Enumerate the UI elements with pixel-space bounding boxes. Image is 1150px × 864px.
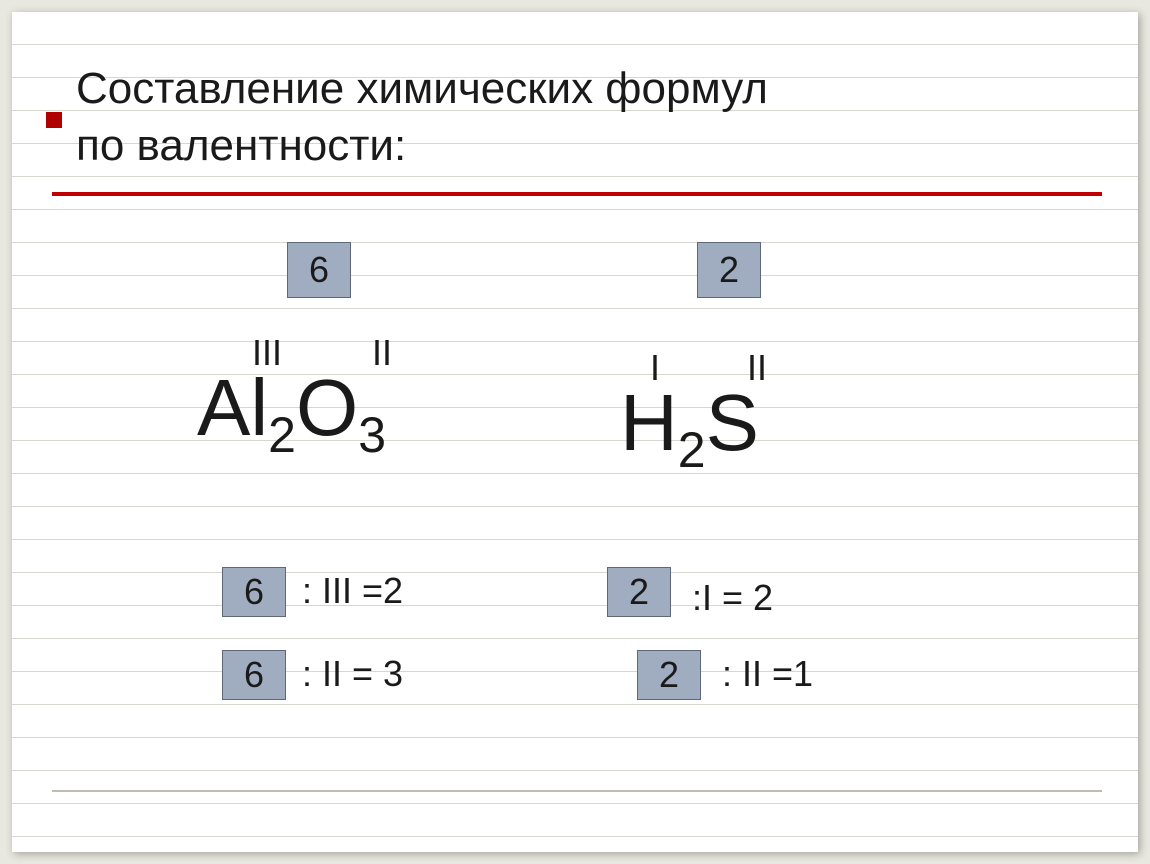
title-line-1: Составление химических формул [76,64,768,113]
right-formula: H2S [620,377,759,479]
left-sub-2: 3 [358,407,386,463]
right-element-1: H [620,378,678,467]
right-calc1-text: :I = 2 [692,577,773,619]
left-lcm-value: 6 [309,249,329,291]
right-calc1-box: 2 [607,567,671,617]
left-formula: Al2O3 [197,362,386,464]
right-calc2-text: : II =1 [722,653,813,695]
slide: Составление химических формул по валентн… [12,12,1138,852]
right-element-2: S [706,378,759,467]
title-line-2: по валентности: [76,121,406,170]
right-lcm-value: 2 [719,249,739,291]
left-calc1-text: : III =2 [302,570,403,612]
right-calc1-box-value: 2 [629,571,649,613]
right-calc2-box: 2 [637,650,701,700]
left-calc2-box: 6 [222,650,286,700]
left-calc1-box-value: 6 [244,571,264,613]
left-lcm-box: 6 [287,242,351,298]
slide-title: Составление химических формул по валентн… [76,60,768,174]
left-element-1: Al [197,363,268,452]
title-divider [52,192,1102,196]
right-calc2-box-value: 2 [659,654,679,696]
right-lcm-box: 2 [697,242,761,298]
left-calc2-text: : II = 3 [302,653,403,695]
right-sub-1: 2 [678,422,706,478]
accent-square [46,112,62,128]
left-calc2-box-value: 6 [244,654,264,696]
content-area: 6 III II Al2O3 6 : III =2 6 : II = 3 2 I… [52,212,1102,792]
left-calc1-box: 6 [222,567,286,617]
bottom-rule [52,790,1102,792]
left-element-2: O [296,363,358,452]
left-sub-1: 2 [268,407,296,463]
